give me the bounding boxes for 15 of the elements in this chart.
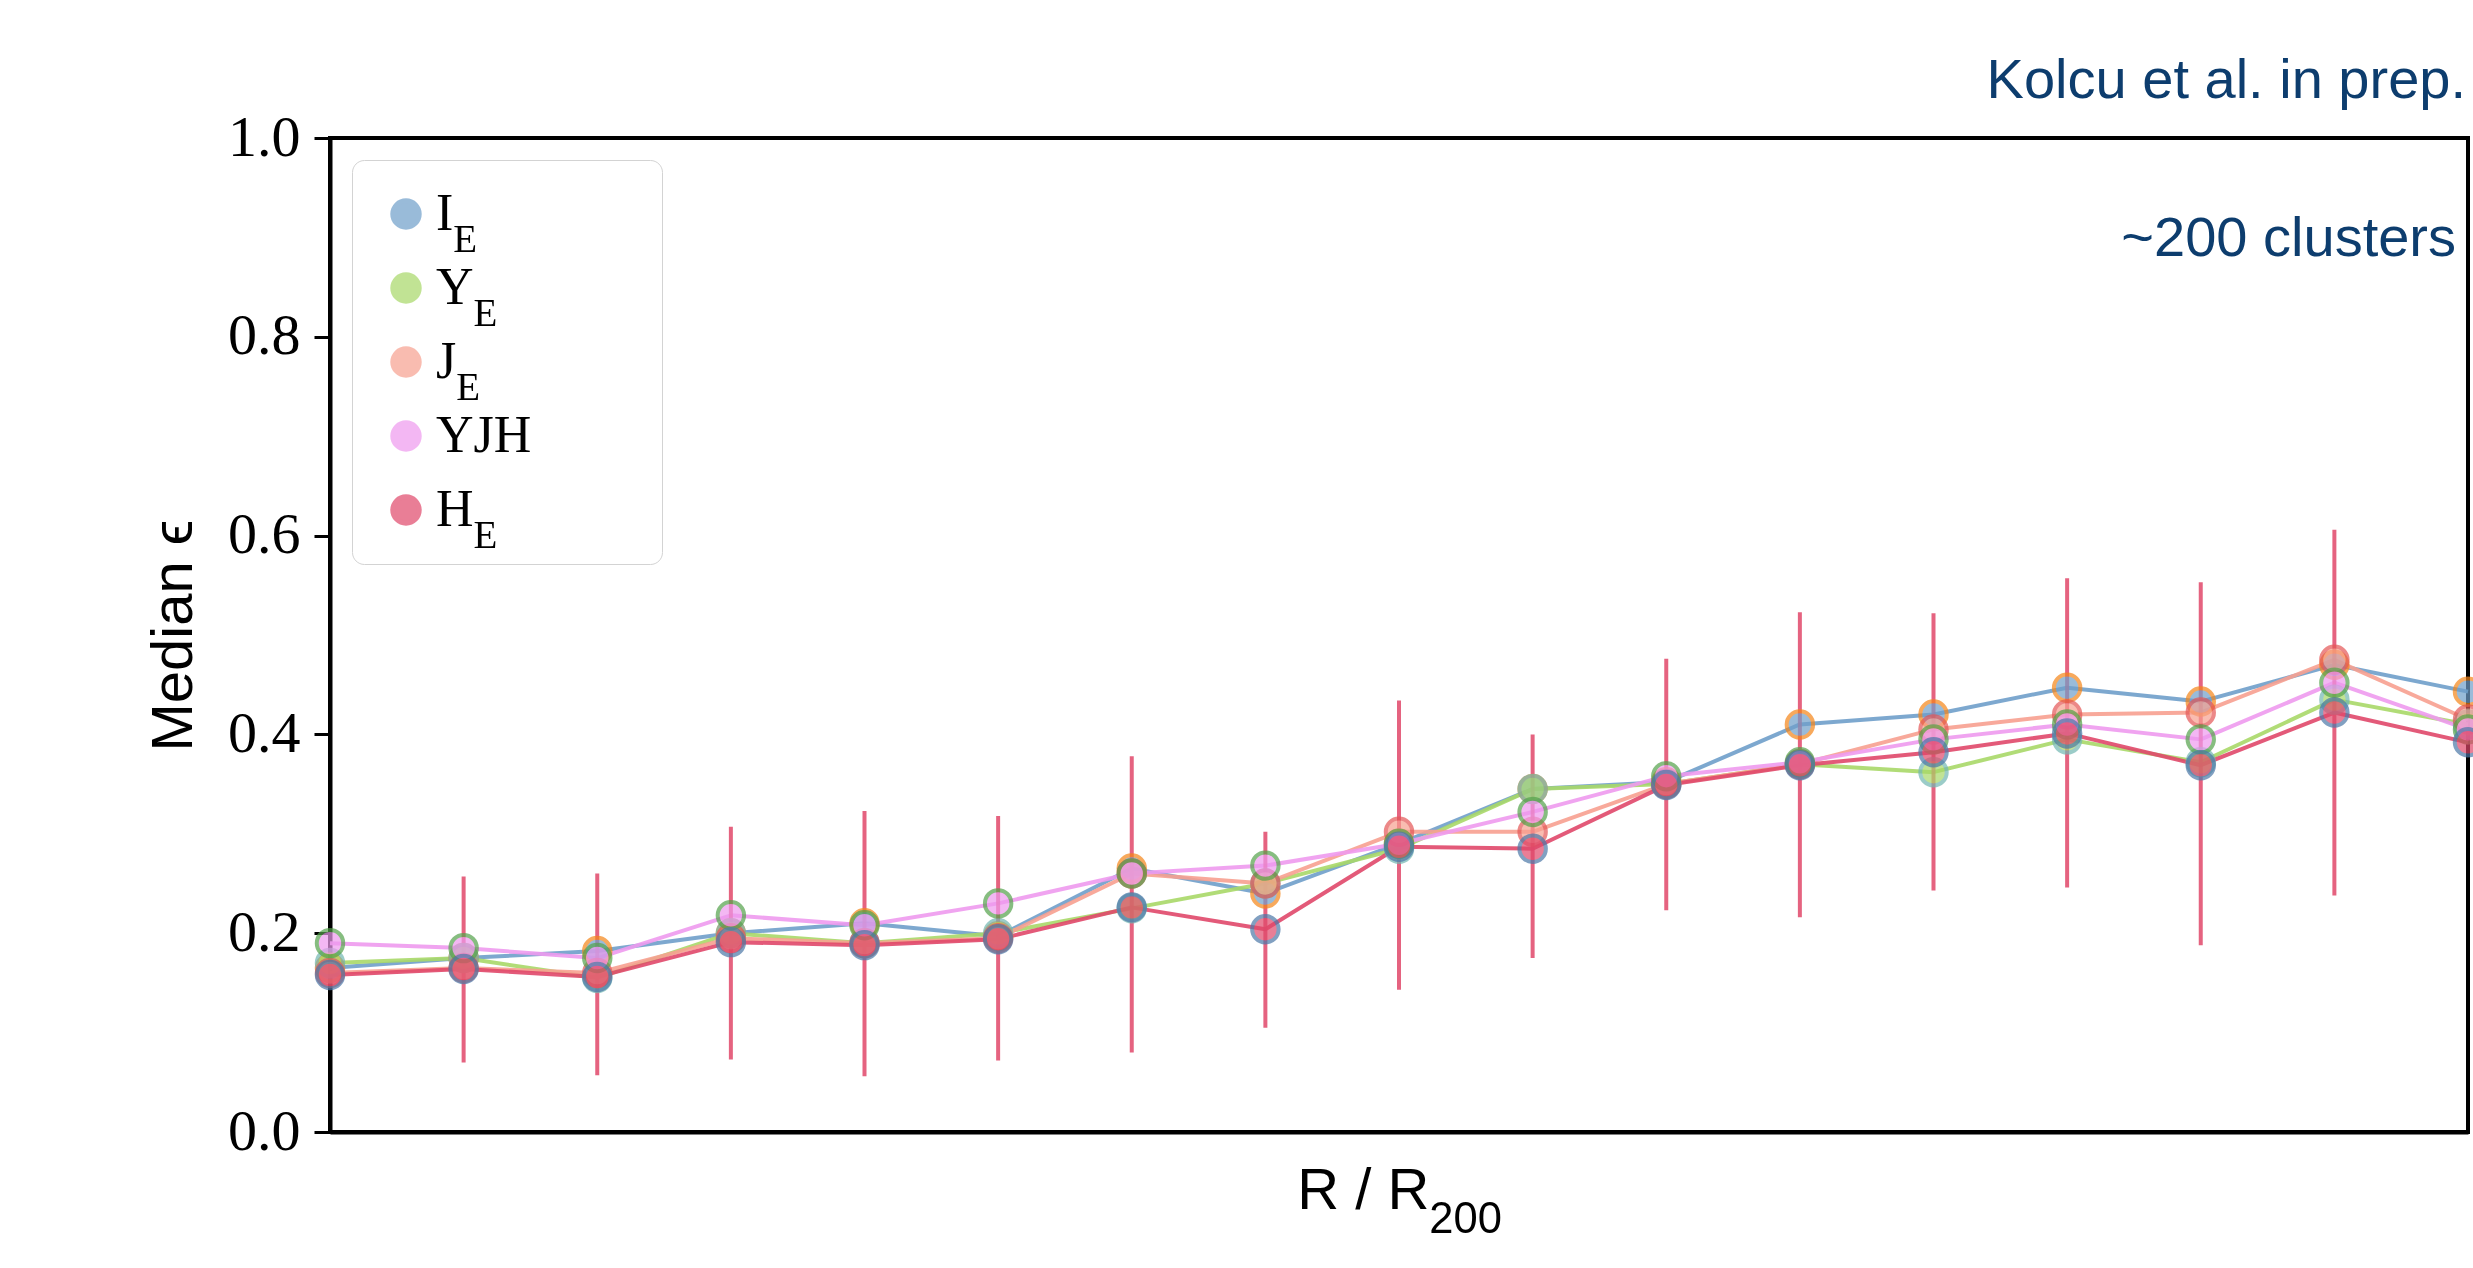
y-tick-label: 0.8: [228, 302, 301, 368]
annotation: ~200 clusters: [2121, 205, 2456, 268]
y-tick-label: 0.2: [228, 898, 301, 964]
text: Kolcu et al. in prep.: [1986, 47, 2466, 110]
legend-label: J$_{E}$: [436, 332, 481, 408]
y-tick-label: 0.4: [228, 699, 301, 765]
legend-label: H$_{E}$: [436, 480, 498, 556]
y-tick-label: 0.6: [228, 501, 301, 567]
y-tick-label: 0.0: [228, 1097, 301, 1163]
legend-label: YJH: [436, 406, 532, 463]
legend-label: I$_{E}$: [436, 184, 478, 260]
y-axis-title: Median ϵ: [139, 519, 204, 752]
y-tick-label: 1.0: [228, 103, 301, 169]
x-axis-title: R / R$_{200}$: [1297, 1155, 1502, 1242]
legend-label: Y$_{E}$: [436, 258, 498, 334]
